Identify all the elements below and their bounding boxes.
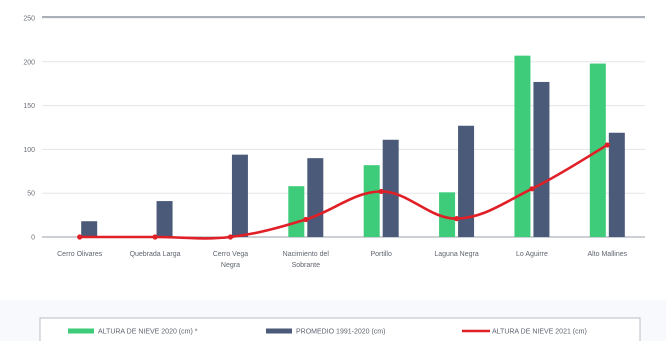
x-category-label-line: Lo Aguirre <box>516 251 548 258</box>
x-category-label: Cerro Vega Negra <box>213 251 249 269</box>
legend-label: ALTURA DE NIEVE 2020 (cm) * <box>98 329 198 336</box>
bar <box>382 139 399 237</box>
bar <box>533 81 550 237</box>
line-point <box>453 216 460 222</box>
line-point <box>604 142 610 148</box>
x-category-label-line: Cerro Olivares <box>57 251 103 258</box>
series-line <box>79 143 608 240</box>
bar <box>439 192 456 237</box>
bar <box>231 154 248 237</box>
legend-box <box>39 317 641 341</box>
bar <box>307 158 324 237</box>
bar <box>156 201 173 237</box>
x-category-label-line: Negra <box>221 262 240 269</box>
x-category-label-line: Nacimiento del <box>283 251 330 258</box>
line-point <box>529 186 535 192</box>
y-tick-label: 250 <box>23 16 35 23</box>
plot-panel <box>0 0 666 300</box>
x-category-label: Portillo <box>370 251 392 258</box>
bar <box>81 221 98 237</box>
x-category-label-line: Quebrada Larga <box>130 251 181 258</box>
line-point <box>77 234 83 240</box>
grid-layer <box>42 16 645 238</box>
bar-layer <box>81 55 625 237</box>
y-tick-label: 200 <box>23 59 35 66</box>
x-category-label: Laguna Negra <box>434 251 478 258</box>
bar <box>288 186 305 237</box>
x-category-label-line: Sobrante <box>292 262 321 269</box>
axis-layer: 0 50 100 150 200 250 Cerro Olivares Quebrada La… <box>23 16 627 270</box>
y-tick-label: 50 <box>27 191 35 198</box>
line-point <box>152 234 158 240</box>
legend-swatch <box>68 328 94 334</box>
line-point <box>378 188 384 195</box>
x-category-label: Cerro Olivares <box>57 251 103 258</box>
x-category-label-line: Alto Mallines <box>587 251 627 258</box>
line-layer <box>77 142 610 240</box>
x-category-label: Nacimiento del Sobrante <box>283 251 330 269</box>
legend-label: ALTURA DE NIEVE 2021 (cm) <box>492 329 587 336</box>
line-point <box>227 234 234 240</box>
bar <box>363 165 380 237</box>
x-category-label-line: Cerro Vega <box>213 251 249 258</box>
y-tick-label: 0 <box>31 235 35 242</box>
legend-label: PROMEDIO 1991-2020 (cm) <box>296 329 385 336</box>
x-category-label-line: Portillo <box>370 251 392 258</box>
y-tick-label: 100 <box>23 147 35 154</box>
y-tick-label: 150 <box>23 103 35 110</box>
x-category-label: Quebrada Larga <box>130 251 181 258</box>
bar <box>608 132 625 237</box>
legend: ALTURA DE NIEVE 2020 (cm) * PROMEDIO 1991… <box>39 317 641 341</box>
legend-swatch <box>266 328 292 334</box>
line-point <box>303 216 309 223</box>
x-category-label: Alto Mallines <box>587 251 627 258</box>
x-category-label: Lo Aguirre <box>516 251 548 258</box>
x-category-label-line: Laguna Negra <box>434 251 478 258</box>
bar <box>458 125 475 237</box>
bar <box>514 55 531 237</box>
